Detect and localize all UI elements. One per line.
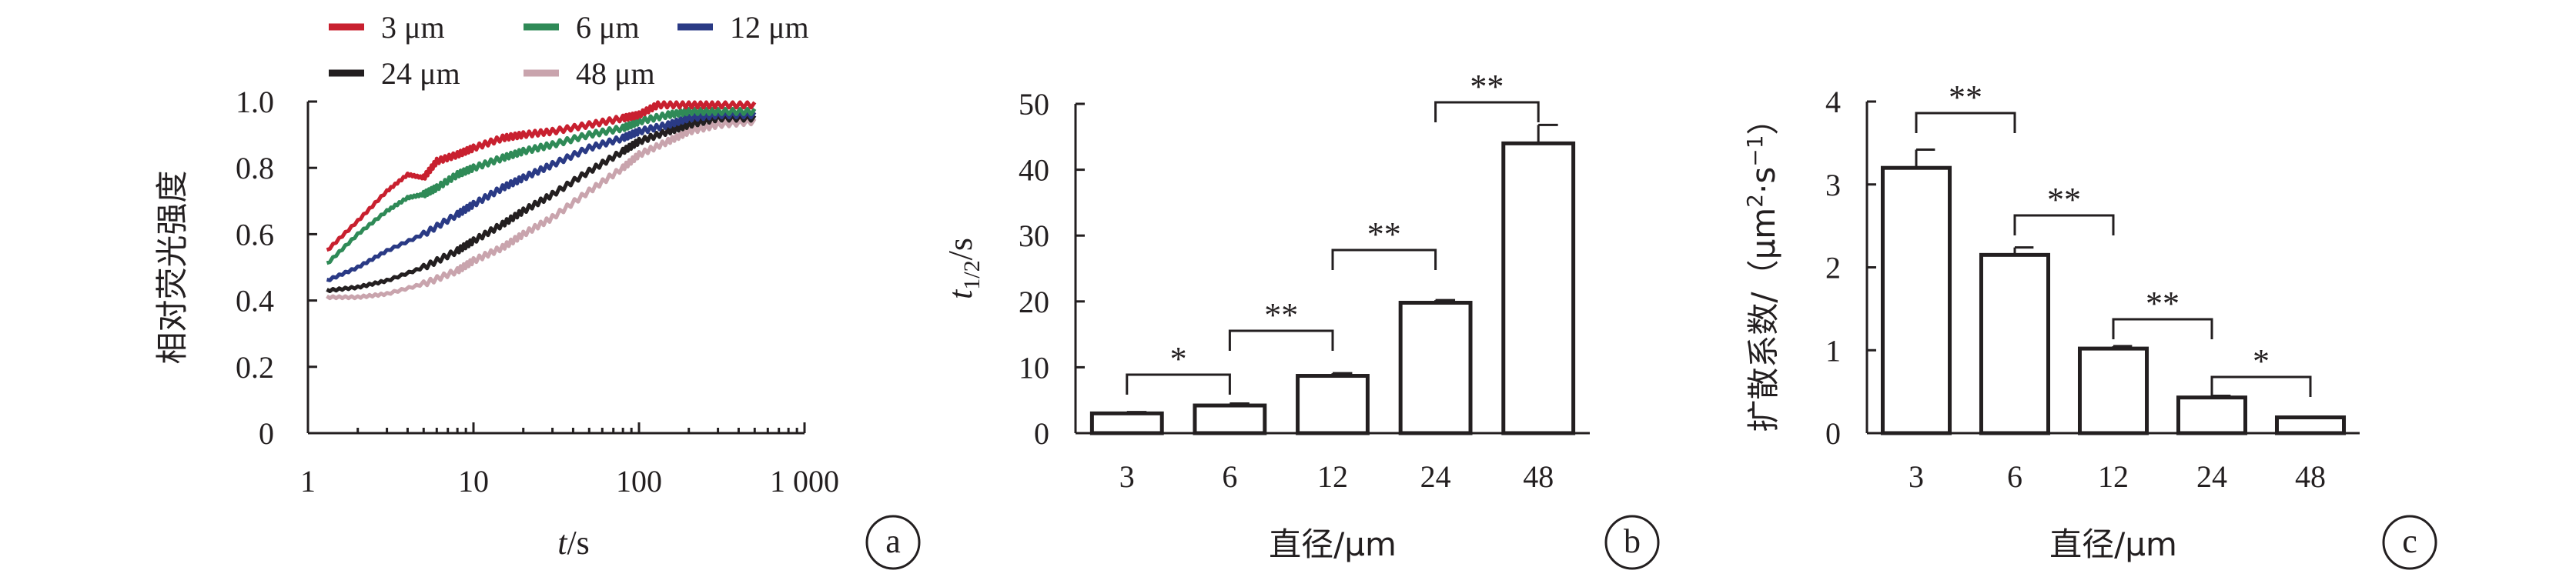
legend-label-3: 24 μm bbox=[381, 56, 460, 91]
significance-label-0: ** bbox=[1949, 78, 1982, 116]
x-tick-label: 3 bbox=[1119, 459, 1135, 494]
bar-3 bbox=[1880, 165, 1952, 435]
bar-24 bbox=[2176, 395, 2248, 435]
x-tick-label: 24 bbox=[2196, 459, 2227, 494]
x-tick-label: 1 000 bbox=[770, 464, 839, 499]
y-tick-label: 0 bbox=[1825, 416, 1841, 451]
y-tick-label: 1 bbox=[1825, 333, 1841, 368]
significance-bracket-3 bbox=[2210, 375, 2312, 397]
y-tick-label: 20 bbox=[1019, 285, 1049, 319]
x-tick-label: 24 bbox=[1420, 459, 1451, 494]
panel-a-line-chart: 0 0.2 0.4 0.6 0.8 1.0 1 10 100 1 000 相对荧光强度 t/s 3 μm… bbox=[153, 10, 921, 570]
y-axis-label-unit: /s bbox=[942, 238, 979, 260]
y-axis-label-close: ） bbox=[1745, 102, 1782, 135]
y-axis-label-sup1: 2 bbox=[1742, 194, 1768, 208]
significance-label-3: ** bbox=[1470, 68, 1504, 105]
y-tick-label: 10 bbox=[1019, 350, 1049, 385]
panel-label-c: c bbox=[2402, 522, 2417, 560]
panel-label-a: a bbox=[885, 522, 901, 560]
y-tick-label: 1.0 bbox=[236, 85, 274, 119]
x-axis-label-unit: /s bbox=[567, 524, 589, 562]
y-tick-label: 0.6 bbox=[236, 217, 274, 252]
significance-label-3: * bbox=[2253, 342, 2270, 380]
x-tick-label: 12 bbox=[2098, 459, 2129, 494]
x-tick-label: 6 bbox=[1222, 459, 1237, 494]
bar-12 bbox=[1296, 374, 1370, 435]
panel-label-circle-c bbox=[2382, 515, 2437, 570]
series-line-0 bbox=[326, 100, 757, 252]
y-tick-label: 2 bbox=[1825, 251, 1841, 285]
x-tick-label: 100 bbox=[616, 464, 662, 499]
significance-label-2: ** bbox=[2146, 285, 2180, 322]
bar-6 bbox=[1979, 252, 2051, 435]
y-axis-label-sup2: −1 bbox=[1742, 135, 1768, 166]
bar-24 bbox=[1398, 301, 1473, 435]
y-tick-label: 0.4 bbox=[236, 284, 274, 319]
y-tick-label: 40 bbox=[1019, 153, 1049, 188]
legend-label-0: 3 μm bbox=[381, 10, 445, 45]
y-tick-label: 30 bbox=[1019, 218, 1049, 253]
x-axis-label: 直径/μm bbox=[1269, 525, 1397, 563]
x-tick-label: 1 bbox=[300, 464, 316, 499]
y-axis-label-main: 扩散系数/（μm bbox=[1745, 208, 1782, 432]
series-line-1 bbox=[326, 107, 757, 265]
significance-bracket-0 bbox=[1126, 373, 1231, 395]
y-tick-label: 0 bbox=[1034, 416, 1049, 451]
legend-label-4: 48 μm bbox=[576, 56, 655, 91]
significance-label-0: * bbox=[1170, 340, 1187, 378]
y-tick-label: 0.2 bbox=[236, 350, 274, 385]
x-tick-label: 10 bbox=[458, 464, 489, 499]
x-tick-label: 48 bbox=[1523, 459, 1554, 494]
x-tick-label: 12 bbox=[1317, 459, 1348, 494]
panel-label-circle-a bbox=[865, 515, 921, 570]
bar-12 bbox=[2077, 346, 2149, 435]
panel-label-circle-b bbox=[1604, 515, 1660, 570]
y-axis-label-tail: ·s bbox=[1745, 167, 1782, 194]
y-axis-label: 扩散系数/（μm2·s−1） bbox=[1742, 102, 1782, 432]
y-axis-label: 相对荧光强度 bbox=[153, 170, 191, 364]
y-tick-label: 3 bbox=[1825, 168, 1841, 202]
significance-label-1: ** bbox=[1264, 296, 1298, 334]
bar-48 bbox=[1501, 141, 1576, 435]
significance-bracket-1 bbox=[1228, 329, 1334, 351]
y-tick-label: 4 bbox=[1825, 85, 1841, 119]
bar-3 bbox=[1089, 411, 1164, 435]
panel-label-b: b bbox=[1624, 522, 1641, 560]
significance-label-1: ** bbox=[2047, 181, 2081, 218]
y-tick-label: 50 bbox=[1019, 87, 1049, 122]
y-axis-label-var: t bbox=[942, 288, 979, 299]
legend-label-1: 6 μm bbox=[576, 10, 640, 45]
significance-bracket-0 bbox=[1915, 112, 2016, 133]
x-axis-label: t/s bbox=[557, 524, 590, 562]
y-axis-label-sub: 1/2 bbox=[959, 260, 985, 289]
bar-6 bbox=[1193, 403, 1267, 435]
significance-bracket-1 bbox=[2013, 214, 2115, 235]
series-line-4 bbox=[326, 117, 757, 301]
y-axis-label: t1/2/s bbox=[942, 238, 985, 299]
significance-label-2: ** bbox=[1367, 215, 1401, 253]
significance-bracket-2 bbox=[1331, 248, 1437, 270]
x-tick-label: 6 bbox=[2007, 459, 2022, 494]
series-line-3 bbox=[326, 113, 757, 293]
y-tick-label: 0.8 bbox=[236, 151, 274, 185]
significance-bracket-3 bbox=[1434, 101, 1540, 122]
series-line-2 bbox=[326, 110, 757, 282]
x-axis-label: 直径/μm bbox=[2049, 525, 2177, 563]
significance-bracket-2 bbox=[2112, 318, 2213, 339]
bar-48 bbox=[2274, 415, 2347, 435]
y-tick-label: 0 bbox=[259, 416, 274, 451]
x-tick-label: 3 bbox=[1909, 459, 1924, 494]
x-axis-label-var: t bbox=[557, 524, 568, 562]
x-tick-label: 48 bbox=[2295, 459, 2326, 494]
legend-label-2: 12 μm bbox=[730, 10, 809, 45]
